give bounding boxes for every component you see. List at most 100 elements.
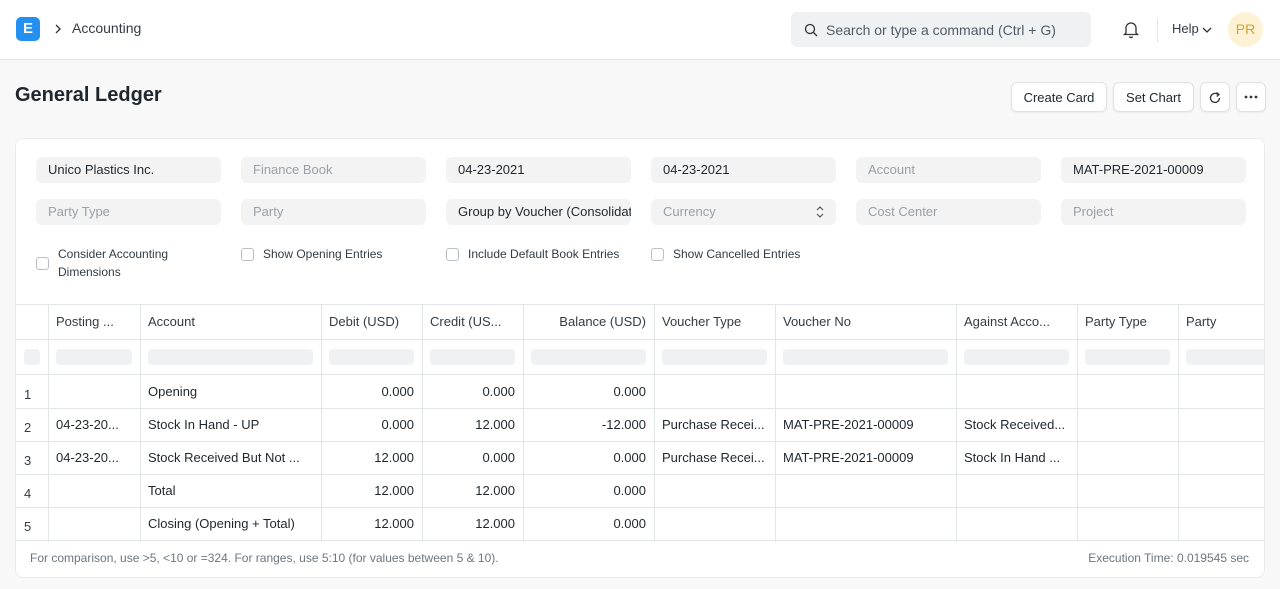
filter-field[interactable]: Unico Plastics Inc. <box>36 157 221 183</box>
chevron <box>55 24 61 34</box>
divider <box>1157 18 1158 42</box>
filter-field[interactable]: Finance Book <box>241 157 426 183</box>
table-cell: 12.000 <box>475 516 515 531</box>
column-filter-input[interactable] <box>329 349 414 365</box>
column-border <box>1178 305 1179 542</box>
table-cell: Stock Received But Not ... <box>148 450 300 465</box>
column-header[interactable]: Credit (US... <box>430 314 502 329</box>
search-placeholder: Search or type a command (Ctrl + G) <box>826 22 1056 38</box>
row-index: 1 <box>24 387 32 402</box>
create-card-button[interactable]: Create Card <box>1011 82 1107 112</box>
header-row-border <box>16 339 1264 340</box>
column-filter-input[interactable] <box>430 349 515 365</box>
column-header[interactable]: Voucher No <box>783 314 851 329</box>
column-header[interactable]: Posting ... <box>56 314 114 329</box>
table-cell: 12.000 <box>374 483 414 498</box>
refresh-icon <box>1209 91 1221 104</box>
checkbox-label[interactable]: Include Default Book Entries <box>468 247 620 261</box>
column-header[interactable]: Balance (USD) <box>559 314 646 329</box>
checkbox-label[interactable]: Consider Accounting Dimensions <box>58 247 169 279</box>
table-cell: 0.000 <box>613 450 646 465</box>
table-cell: -12.000 <box>601 417 646 432</box>
table-cell: Total <box>148 483 176 498</box>
table-cell: Opening <box>148 384 198 399</box>
refresh-button[interactable] <box>1200 82 1230 112</box>
filter-field[interactable]: MAT-PRE-2021-00009 <box>1061 157 1246 183</box>
filter-field[interactable]: Party <box>241 199 426 225</box>
row-border <box>16 408 1264 409</box>
column-header[interactable]: Party <box>1186 314 1217 329</box>
column-border <box>422 305 423 542</box>
filter-field[interactable]: Cost Center <box>856 199 1041 225</box>
filter-field[interactable]: Account <box>856 157 1041 183</box>
checkbox-label[interactable]: Show Cancelled Entries <box>673 247 801 261</box>
column-border <box>140 305 141 542</box>
column-border <box>48 305 49 542</box>
table-cell: 04-23-20... <box>56 450 119 465</box>
help-menu[interactable]: Help <box>1172 21 1199 36</box>
column-filter-input[interactable] <box>662 349 767 365</box>
table-cell: 0.000 <box>381 417 414 432</box>
set-chart-button[interactable]: Set Chart <box>1113 82 1194 112</box>
checkbox[interactable] <box>446 248 459 261</box>
avatar[interactable]: PR <box>1228 12 1263 47</box>
checkbox[interactable] <box>36 257 49 270</box>
select-arrows <box>816 206 824 218</box>
filter-field[interactable]: Project <box>1061 199 1246 225</box>
row-border <box>16 474 1264 475</box>
dropdown-icon <box>1202 27 1212 33</box>
checkbox-label[interactable]: Show Opening Entries <box>263 247 383 261</box>
table-cell: 0.000 <box>381 384 414 399</box>
checkbox[interactable] <box>241 248 254 261</box>
column-filter-input[interactable] <box>964 349 1069 365</box>
filter-field[interactable]: 04-23-2021 <box>446 157 631 183</box>
table-cell: 0.000 <box>613 384 646 399</box>
table-cell: MAT-PRE-2021-00009 <box>783 417 914 432</box>
column-filter-input[interactable] <box>56 349 132 365</box>
table-cell: Purchase Recei... <box>662 417 765 432</box>
column-filter-input[interactable] <box>148 349 313 365</box>
search-bar[interactable]: Search or type a command (Ctrl + G) <box>791 12 1091 47</box>
divider <box>16 540 1264 541</box>
row-index: 2 <box>24 420 32 435</box>
more-button[interactable] <box>1236 82 1266 112</box>
report-card: Posting ... Account Debit (USD) Credit (US.… <box>15 138 1265 578</box>
table-cell: 0.000 <box>613 483 646 498</box>
row-index: 5 <box>24 519 32 534</box>
search-icon <box>804 23 818 37</box>
navbar: E Accounting Search or type a command (C… <box>0 0 1280 60</box>
column-filter-input[interactable] <box>1186 349 1264 365</box>
notifications-icon[interactable] <box>1122 20 1140 39</box>
row-border <box>16 507 1264 508</box>
table-cell: 04-23-20... <box>56 417 119 432</box>
row-filter-checkbox[interactable] <box>24 349 40 365</box>
table-cell: MAT-PRE-2021-00009 <box>783 450 914 465</box>
checkbox[interactable] <box>651 248 664 261</box>
column-border <box>321 305 322 542</box>
page-title: General Ledger <box>15 84 162 106</box>
filter-field[interactable]: Party Type <box>36 199 221 225</box>
column-header[interactable]: Party Type <box>1085 314 1147 329</box>
row-index: 4 <box>24 486 32 501</box>
column-header[interactable]: Against Acco... <box>964 314 1050 329</box>
column-filter-input[interactable] <box>1085 349 1170 365</box>
filter-field[interactable]: Currency <box>651 199 836 225</box>
execution-time: Execution Time: 0.019545 sec <box>1088 551 1249 565</box>
filter-field[interactable]: Group by Voucher (Consolidated) <box>446 199 631 225</box>
column-border <box>654 305 655 542</box>
logo[interactable]: E <box>16 17 40 41</box>
row-border <box>16 441 1264 442</box>
filter-field[interactable]: 04-23-2021 <box>651 157 836 183</box>
filter-hint: For comparison, use >5, <10 or =324. For… <box>30 551 499 565</box>
column-border <box>523 305 524 542</box>
column-filter-input[interactable] <box>783 349 948 365</box>
column-header[interactable]: Account <box>148 314 195 329</box>
column-header[interactable]: Voucher Type <box>662 314 742 329</box>
breadcrumb[interactable]: Accounting <box>72 20 142 36</box>
table-cell: Purchase Recei... <box>662 450 765 465</box>
report-table: Posting ... Account Debit (USD) Credit (US.… <box>16 304 1264 542</box>
table-cell: 12.000 <box>374 450 414 465</box>
column-filter-input[interactable] <box>531 349 646 365</box>
column-header[interactable]: Debit (USD) <box>329 314 400 329</box>
